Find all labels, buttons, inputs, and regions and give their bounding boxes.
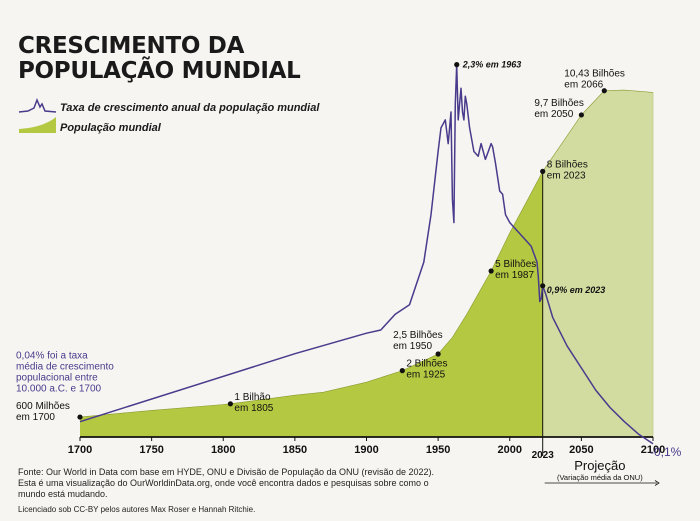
x-tick-label: 1750: [139, 444, 163, 456]
annotation-dot: [540, 283, 546, 289]
projection-layer: [542, 90, 654, 437]
annotation-label-line: em 1925: [406, 370, 445, 381]
annotation-label-line: em 1987: [495, 270, 534, 281]
annotation-label-line: em 1700: [16, 412, 55, 423]
annotation-dot: [454, 62, 460, 68]
projection-sublabel: (Variação média da ONU): [557, 473, 643, 482]
annotation-label-line: em 2023: [547, 170, 586, 181]
annotation-label-line: -0,1%: [650, 445, 682, 459]
growth-legend-icon: [18, 98, 57, 113]
annotation-label-line: 0,04% foi a taxa: [16, 351, 88, 362]
annotation-label-line: em 1805: [234, 403, 273, 414]
annotation-label-line: em 2050: [534, 109, 573, 120]
annotation-label: -0,1%: [650, 445, 682, 459]
footer-line-3: mundo está mudando.: [18, 489, 108, 499]
annotation-dot: [399, 368, 405, 374]
annotation-dot: [227, 401, 234, 407]
x-tick-label: 1950: [426, 444, 450, 456]
annotation-label: 2,3% em 1963: [462, 60, 522, 70]
annotation-label: 0,04% foi a taxa média de crescimento popu…: [16, 351, 114, 395]
annotation-label: 1 Bilhão em 1805: [234, 392, 273, 414]
annotation-label-line: 0,9% em 2023: [547, 285, 606, 295]
annotation-label-line: em 2066: [564, 80, 603, 91]
population-area: [80, 171, 543, 437]
footer-license: Licenciado sob CC-BY pelos autores Max R…: [18, 505, 256, 514]
x-tick-label: 2050: [569, 444, 593, 456]
legend-growth-label: Taxa de crescimento anual da população m…: [60, 102, 320, 114]
annotation-label-line: 2,5 Bilhões: [393, 330, 442, 341]
annotation-label-line: 2,3% em 1963: [462, 60, 522, 70]
projection-label: Projeção: [574, 458, 625, 473]
annotation-label-line: 9,7 Bilhões: [534, 98, 583, 109]
x-tick-label: 2100: [641, 444, 665, 456]
x-axis: 1700 1750 1800 1850 1900 1950 2000 2050 2100 2023…: [68, 436, 665, 486]
footer-line-2: Esta é uma visualização do OurWorldinDat…: [18, 478, 429, 488]
annotation-label: 9,7 Bilhões em 2050: [534, 98, 583, 120]
annotation-label-line: 2 Bilhões: [406, 359, 447, 370]
annotation-label-line: 8 Bilhões: [547, 159, 588, 170]
x-tick-label: 1700: [68, 444, 92, 456]
legend-population-label: População mundial: [60, 122, 161, 134]
chart-title: CRESCIMENTO DA POPULAÇÃO MUNDIAL: [18, 34, 318, 84]
x-tick-label: 1900: [354, 444, 378, 456]
title-line-2: POPULAÇÃO MUNDIAL: [18, 58, 301, 84]
annotation-label-line: populacional entre: [16, 373, 98, 384]
x-tick-label: 1800: [211, 444, 235, 456]
population-legend-icon: [19, 117, 56, 133]
title-line-1: CRESCIMENTO DA: [18, 33, 245, 59]
annotation-label-line: 10.000 a.C. e 1700: [16, 384, 102, 395]
annotation-dot: [578, 112, 584, 118]
annotation-label-line: 5 Bilhões: [495, 259, 536, 270]
projection-arrow-head: [654, 480, 660, 486]
annotation-dot: [435, 351, 441, 357]
annotation-label: 10,43 Bilhões em 2066: [564, 69, 625, 91]
annotation-label: 5 Bilhões em 1987: [495, 259, 536, 281]
annotation-dot: [77, 414, 83, 420]
x-tick-label: 2000: [498, 444, 522, 456]
present-year-label: 2023: [532, 450, 555, 461]
annotation-label-line: em 1950: [393, 341, 432, 352]
annotation-label: 0,9% em 2023: [547, 285, 606, 295]
annotation-label-line: 1 Bilhão: [234, 392, 271, 403]
x-tick-label: 1850: [283, 444, 307, 456]
annotation-label: 600 Milhões em 1700: [16, 401, 70, 423]
projection-area: [542, 90, 653, 437]
annotation-dot: [540, 168, 546, 174]
annotation-label-line: 10,43 Bilhões: [564, 69, 625, 80]
annotation-dot: [601, 88, 607, 94]
annotations-layer: 600 Milhões em 1700 1 Bilhão em 1805 2 Bilhõ…: [16, 60, 682, 459]
annotation-label-line: média de crescimento: [16, 362, 114, 373]
annotation-label: 2 Bilhões em 1925: [406, 359, 447, 381]
annotation-label: 8 Bilhões em 2023: [547, 159, 588, 181]
annotation-dot: [488, 268, 494, 274]
annotation-label-line: 600 Milhões: [16, 401, 70, 412]
footer-line-1: Fonte: Our World in Data com base em HYD…: [18, 467, 435, 477]
annotation-label: 2,5 Bilhões em 1950: [393, 330, 442, 352]
footer-source: Fonte: Our World in Data com base em HYD…: [18, 467, 538, 500]
